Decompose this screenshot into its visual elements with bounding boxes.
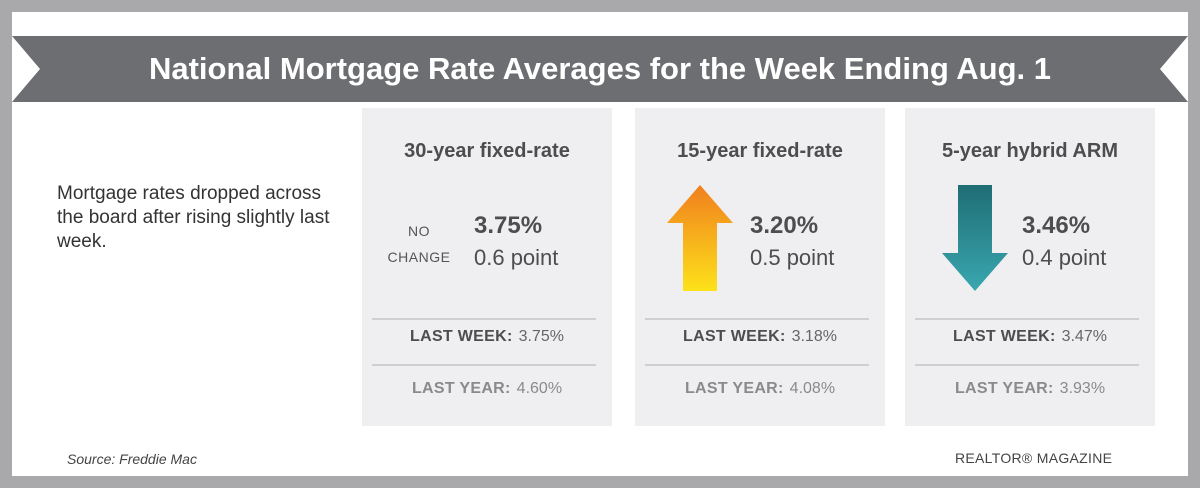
no-change-line-2: CHANGE bbox=[387, 249, 451, 265]
divider bbox=[915, 318, 1139, 320]
last-week-value: 3.47% bbox=[1061, 328, 1107, 345]
last-year-value: 3.93% bbox=[1059, 380, 1106, 397]
intro-text: Mortgage rates dropped across the board … bbox=[57, 183, 330, 252]
rate-value: 3.20% bbox=[750, 212, 819, 239]
last-year-value: 4.08% bbox=[789, 380, 836, 397]
divider bbox=[915, 364, 1139, 366]
divider bbox=[645, 318, 869, 320]
last-week-value: 3.75% bbox=[518, 328, 564, 345]
panel-title: 15-year fixed-rate bbox=[677, 140, 843, 162]
panel-title: 5-year hybrid ARM bbox=[942, 140, 1118, 162]
last-year-row: LAST YEAR: 4.08% bbox=[635, 380, 885, 398]
panel-title: 30-year fixed-rate bbox=[404, 140, 570, 162]
points-value: 0.5 point bbox=[750, 245, 835, 270]
last-year-row: LAST YEAR: 4.60% bbox=[362, 380, 612, 398]
page-title: National Mortgage Rate Averages for the … bbox=[148, 51, 1052, 86]
ribbon-shape bbox=[12, 36, 1188, 102]
last-week-label: LAST WEEK: bbox=[683, 328, 786, 345]
rate-value: 3.46% bbox=[1022, 212, 1091, 239]
down-arrow-icon bbox=[942, 185, 1008, 291]
last-year-row: LAST YEAR: 3.93% bbox=[905, 380, 1155, 398]
up-arrow-icon bbox=[667, 185, 733, 291]
divider bbox=[645, 364, 869, 366]
last-year-label: LAST YEAR: bbox=[411, 380, 511, 397]
panel-15-year: 15-year fixed-rate 3.20% 0.5 point LAST … bbox=[635, 108, 885, 426]
points-value: 0.6 point bbox=[474, 245, 559, 270]
no-change-line-1: NO bbox=[408, 223, 430, 239]
last-week-label: LAST WEEK: bbox=[953, 328, 1056, 345]
title-banner: National Mortgage Rate Averages for the … bbox=[12, 36, 1188, 102]
last-week-row: LAST WEEK: 3.75% bbox=[362, 328, 612, 346]
rate-value: 3.75% bbox=[474, 212, 543, 239]
last-year-label: LAST YEAR: bbox=[954, 380, 1054, 397]
brand-logo-text: REALTOR® MAGAZINE bbox=[955, 450, 1113, 466]
panel-30-year: 30-year fixed-rate NO CHANGE 3.75% 0.6 p… bbox=[362, 108, 612, 426]
no-change-note: NO CHANGE bbox=[372, 218, 466, 270]
last-week-row: LAST WEEK: 3.47% bbox=[905, 328, 1155, 346]
last-year-value: 4.60% bbox=[516, 380, 563, 397]
divider bbox=[372, 364, 596, 366]
last-year-label: LAST YEAR: bbox=[684, 380, 784, 397]
last-week-row: LAST WEEK: 3.18% bbox=[635, 328, 885, 346]
source-credit: Source: Freddie Mac bbox=[67, 451, 197, 467]
points-value: 0.4 point bbox=[1022, 245, 1107, 270]
divider bbox=[372, 318, 596, 320]
last-week-label: LAST WEEK: bbox=[410, 328, 513, 345]
panel-5-year-arm: 5-year hybrid ARM 3.46% 0.4 point LAST W… bbox=[905, 108, 1155, 426]
last-week-value: 3.18% bbox=[791, 328, 837, 345]
